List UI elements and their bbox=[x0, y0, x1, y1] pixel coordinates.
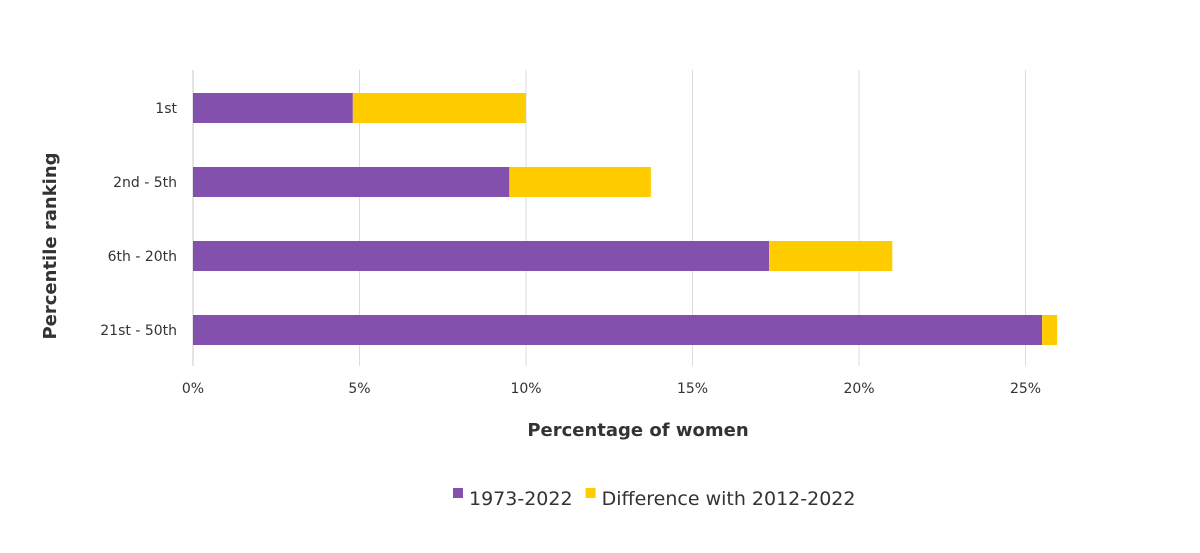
x-tick-label: 25% bbox=[1010, 381, 1041, 397]
bar-segment bbox=[193, 93, 353, 123]
legend-label: 1973-2022 bbox=[469, 488, 573, 510]
bar-segment bbox=[1042, 315, 1058, 345]
x-tick-label: 20% bbox=[843, 381, 874, 397]
bar-segment bbox=[509, 167, 651, 197]
y-tick-label: 21st - 50th bbox=[100, 323, 177, 339]
bar-segment bbox=[193, 315, 1043, 345]
legend-label: Difference with 2012-2022 bbox=[602, 488, 856, 510]
x-tick-label: 5% bbox=[348, 381, 370, 397]
x-tick-label: 15% bbox=[677, 381, 708, 397]
y-axis-title: Percentile ranking bbox=[40, 152, 61, 339]
bars bbox=[193, 93, 1058, 345]
y-tick-label: 6th - 20th bbox=[108, 249, 177, 265]
bar-segment bbox=[352, 93, 526, 123]
x-tick-label: 0% bbox=[182, 381, 204, 397]
x-tick-labels: 0% 5% 10% 15% 20% 25% bbox=[182, 381, 1041, 397]
bar-segment bbox=[193, 167, 510, 197]
y-tick-labels: 1st 2nd - 5th 6th - 20th 21st - 50th bbox=[100, 101, 177, 339]
legend-swatch bbox=[453, 488, 463, 498]
x-axis-title: Percentage of women bbox=[527, 420, 748, 441]
x-tick-label: 10% bbox=[510, 381, 541, 397]
legend-swatch bbox=[585, 488, 596, 498]
y-tick-label: 2nd - 5th bbox=[113, 175, 177, 191]
legend: 1973-2022 Difference with 2012-2022 bbox=[453, 488, 855, 510]
y-tick-label: 1st bbox=[155, 101, 177, 117]
bar-segment bbox=[769, 241, 893, 271]
bar-segment bbox=[193, 241, 770, 271]
